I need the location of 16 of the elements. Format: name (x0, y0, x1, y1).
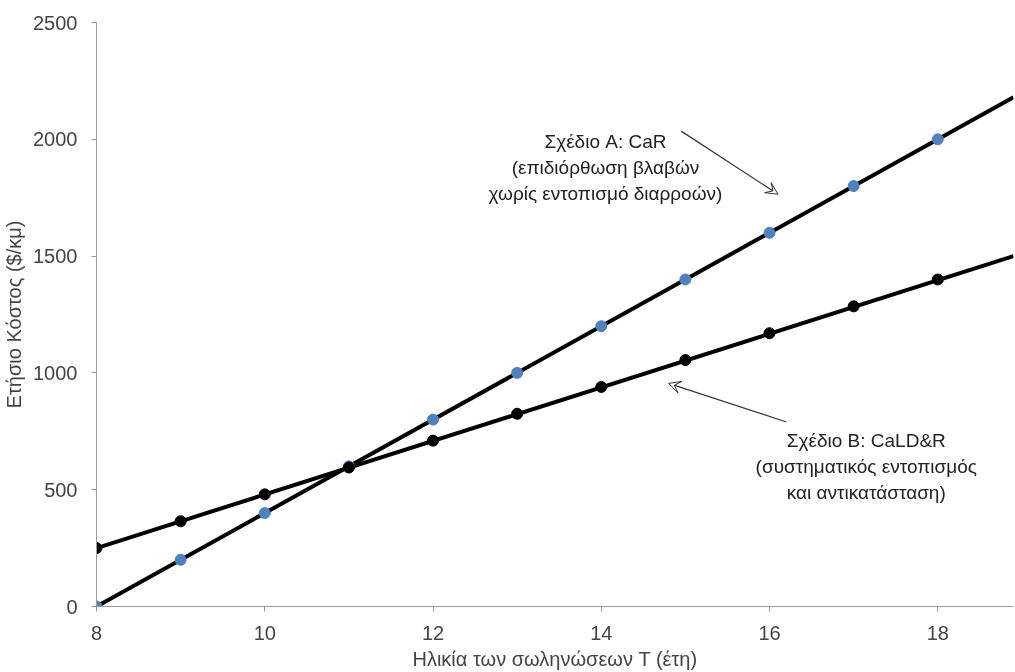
y-tick-label: 500 (44, 478, 78, 501)
y-axis-title: Ετήσιο Κόστος ($/κμ) (3, 220, 26, 409)
x-tick-label: 10 (253, 621, 276, 644)
x-tick-label: 12 (421, 621, 445, 644)
y-tick-label: 1000 (33, 361, 78, 384)
annotation: Σχέδιο B: CaLD&R (συστηματικός εντοπισμός και αντικατάσταση) (755, 429, 977, 504)
x-tick-label: 8 (90, 621, 103, 644)
x-tick-label: 18 (926, 621, 949, 644)
y-tick-label: 2500 (33, 11, 78, 34)
y-tick-label: 0 (66, 595, 78, 618)
y-tick-label: 1500 (33, 245, 78, 268)
x-tick-label: 14 (590, 621, 613, 644)
x-tick-label: 16 (758, 621, 781, 644)
x-axis-title: Ηλικία των σωληνώσεων T (έτη) (412, 647, 698, 670)
y-tick-label: 2000 (33, 128, 78, 151)
annotation: Σχέδιο A: CaR (επιδιόρθωση βλαβών χωρίς εντοπισμό διαρροών) (488, 130, 723, 205)
